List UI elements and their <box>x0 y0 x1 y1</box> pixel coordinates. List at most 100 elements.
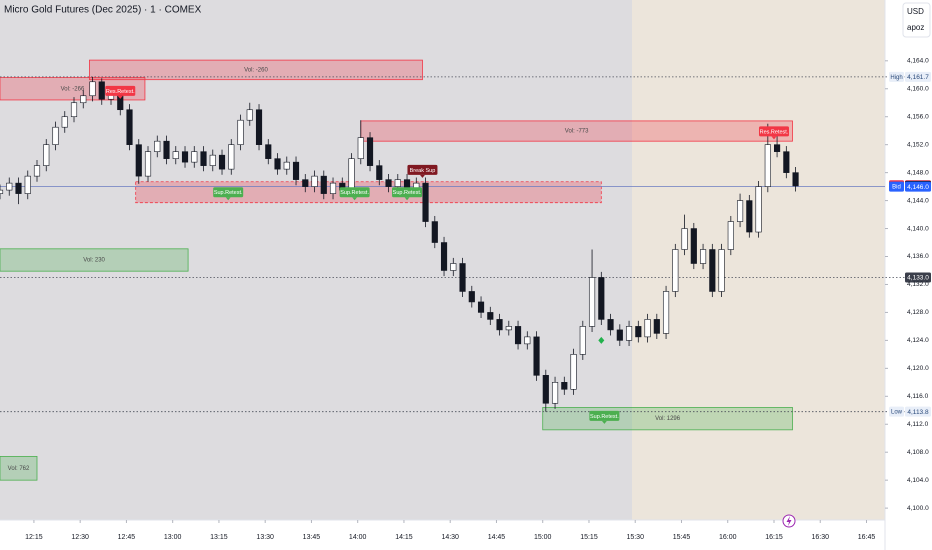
price-tag <box>905 272 931 283</box>
candle-body <box>672 249 679 292</box>
candle-body <box>80 95 87 104</box>
chart-title: Micro Gold Futures (Dec 2025) · 1 · COME… <box>4 5 202 16</box>
currency-box[interactable] <box>902 2 931 38</box>
y-tick-label: 4,160.0 <box>907 85 929 92</box>
signal-pointer <box>352 197 358 201</box>
candle-body <box>450 263 457 271</box>
candle-body <box>635 326 642 338</box>
y-tick-label: 4,108.0 <box>907 449 929 456</box>
candle-body <box>89 81 96 97</box>
zone <box>0 455 38 481</box>
candle-body <box>561 382 568 390</box>
x-tick-label: 16:00 <box>719 534 737 541</box>
candle-body <box>653 319 660 334</box>
signal-label <box>213 187 244 198</box>
session-background <box>0 0 632 520</box>
candle-body <box>274 158 281 170</box>
price-tag <box>905 71 931 82</box>
x-tick-label: 16:30 <box>811 534 829 541</box>
price-tag-name: High <box>890 75 902 81</box>
candle-body <box>588 277 596 327</box>
candle-body <box>33 165 41 177</box>
x-tick-label: 14:00 <box>349 534 367 541</box>
candle-body <box>366 137 374 166</box>
candle-body <box>6 182 13 191</box>
candle-body <box>191 151 198 163</box>
candle-body <box>690 228 697 264</box>
candle-body <box>709 249 716 292</box>
candle-body <box>422 182 429 222</box>
zone-label: Vol: 762 <box>8 466 30 472</box>
price-tag-value: 4,146.0 <box>907 184 929 191</box>
candle-body <box>607 319 614 331</box>
candle-body <box>505 326 512 331</box>
y-tick-label: 4,120.0 <box>907 365 929 372</box>
zone-label: Vol: -266 <box>61 86 85 92</box>
y-tick-label: 4,112.0 <box>907 421 929 428</box>
x-tick-label: 15:45 <box>673 534 691 541</box>
zone-label: Vol: -773 <box>565 129 589 135</box>
signals: Res.Retest. Sup.Retest. Sup.Retest. Sup.Ret… <box>105 85 789 424</box>
x-tick-label: 15:15 <box>580 534 598 541</box>
price-tag-value: 4,161.7 <box>907 74 929 81</box>
y-tick-label: 4,164.0 <box>907 58 929 65</box>
candle-body <box>144 151 152 177</box>
candle-body <box>616 329 623 341</box>
price-tag-name-box <box>889 406 904 417</box>
signal-text: Sup.Retest. <box>340 190 369 196</box>
candle-body <box>598 277 605 320</box>
signal-pointer <box>419 174 425 178</box>
candle-body <box>61 116 68 128</box>
signal-text: Sup.Retest. <box>590 414 619 420</box>
candle-body <box>246 109 253 121</box>
candle-body <box>699 249 707 264</box>
zone-label: Vol: -260 <box>244 67 268 73</box>
y-tick-label: 4,152.0 <box>907 141 929 148</box>
x-tick-label: 13:00 <box>164 534 182 541</box>
price-tag-name: Bid <box>892 185 901 191</box>
y-tick-label: 4,128.0 <box>907 309 929 316</box>
signal-label <box>339 187 370 198</box>
y-tick-label: 4,116.0 <box>907 393 929 400</box>
price-tag-value: 4,113.8 <box>907 409 929 416</box>
x-tick-label: 16:15 <box>765 534 783 541</box>
price-tag-name-box <box>889 181 904 192</box>
candle-body <box>542 375 549 404</box>
candle-body <box>218 154 226 170</box>
x-tick-label: 14:30 <box>441 534 459 541</box>
candle-body <box>394 179 401 187</box>
lightning-icon[interactable] <box>782 514 796 528</box>
candle-body <box>237 119 244 145</box>
signal-label <box>589 410 620 421</box>
price-lines <box>0 76 905 413</box>
candle-body <box>514 326 522 345</box>
zone-label: Vol: 1296 <box>655 416 681 422</box>
candle-body <box>736 200 744 222</box>
x-tick-label: 12:30 <box>71 534 89 541</box>
candle-body <box>477 301 485 313</box>
candle-body <box>163 140 170 159</box>
candle-body <box>385 179 392 187</box>
candle-body <box>126 109 133 145</box>
extended-session-background <box>632 0 885 520</box>
candle-body <box>70 102 78 118</box>
candle-body <box>302 179 309 187</box>
candle-body <box>200 151 207 166</box>
x-tick-label: 14:15 <box>395 534 413 541</box>
y-tick-label: 4,148.0 <box>907 169 929 176</box>
y-tick-label: 4,124.0 <box>907 337 929 344</box>
candle-body <box>496 319 503 331</box>
candle-body <box>43 144 50 166</box>
signal-pointer <box>601 420 607 424</box>
y-tick-label: 4,100.0 <box>907 505 929 512</box>
x-tick-label: 13:15 <box>210 534 228 541</box>
candle-body <box>579 326 586 355</box>
y-tick-label: 4,140.0 <box>907 225 929 232</box>
candle-body <box>533 336 540 376</box>
candle-body <box>625 326 633 341</box>
zone-label: Vol: 230 <box>83 258 105 264</box>
candle-body <box>283 161 290 170</box>
signal-label <box>407 164 438 175</box>
candle-body <box>329 182 337 194</box>
